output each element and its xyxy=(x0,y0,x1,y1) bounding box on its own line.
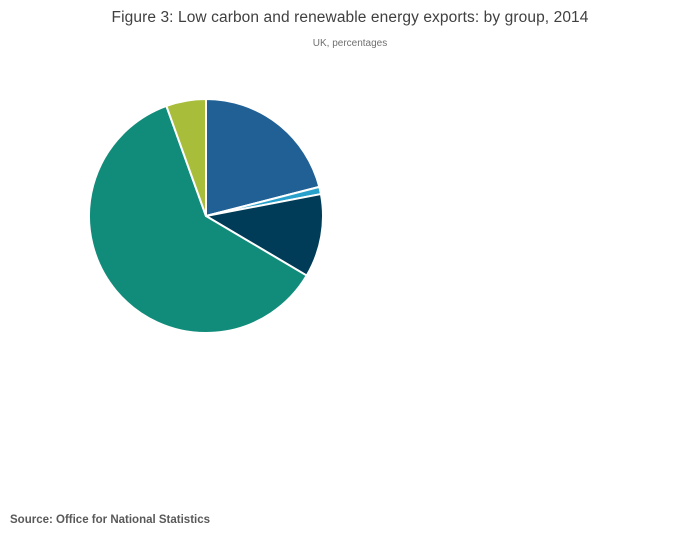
pie-slice-teal[interactable] xyxy=(88,104,308,334)
pie-chart xyxy=(88,98,324,334)
chart-subtitle: UK, percentages xyxy=(312,38,388,49)
chart-title: Figure 3: Low carbon and renewable energ… xyxy=(111,9,589,26)
pie-slice-olive-green[interactable] xyxy=(165,98,207,217)
pie-slice-dark-navy[interactable] xyxy=(205,193,324,277)
pie-chart-area xyxy=(86,96,326,336)
source-note: Source: Office for National Statistics xyxy=(10,514,211,526)
pie-slice-dark-blue[interactable] xyxy=(205,98,321,217)
